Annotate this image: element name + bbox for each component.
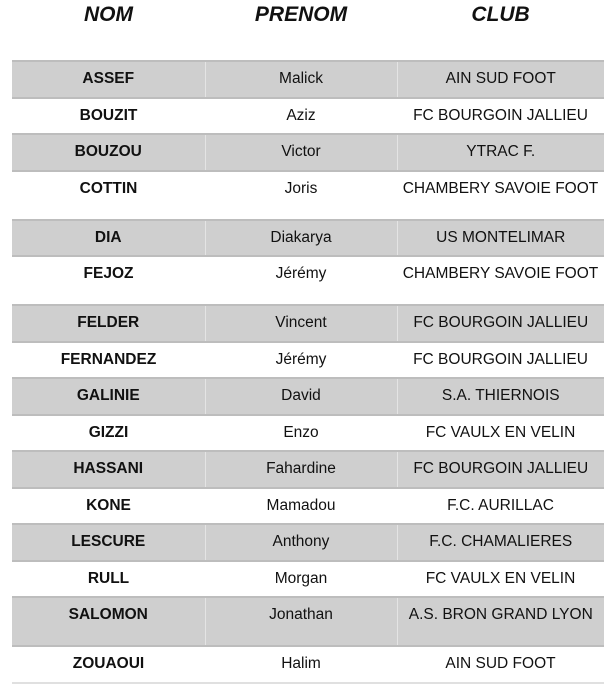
- club-cell: A.S. BRON GRAND LYON: [396, 596, 604, 646]
- table-row: GIZZI Enzo FC VAULX EN VELIN: [12, 413, 604, 451]
- table-row: RULL Morgan FC VAULX EN VELIN: [12, 559, 604, 597]
- nom-cell: HASSANI: [12, 450, 205, 488]
- header-club: CLUB: [471, 3, 530, 26]
- club-cell: FC BOURGOIN JALLIEU: [396, 450, 604, 488]
- club-cell: FC BOURGOIN JALLIEU: [397, 96, 604, 134]
- header-nom: NOM: [84, 3, 133, 26]
- table-row: DIA Diakarya US MONTELIMAR: [12, 218, 604, 256]
- club-cell: FC VAULX EN VELIN: [397, 559, 604, 597]
- prenom-cell: Diakarya: [204, 218, 397, 256]
- club-cell: FC BOURGOIN JALLIEU: [397, 340, 604, 378]
- prenom-cell: Vincent: [204, 304, 397, 342]
- nom-cell: BOUZIT: [12, 96, 205, 134]
- table-row: ZOUAOUI Halim AIN SUD FOOT: [12, 645, 604, 684]
- nom-cell: ZOUAOUI: [12, 645, 205, 684]
- nom-cell: COTTIN: [12, 169, 205, 220]
- nom-cell: GALINIE: [12, 377, 205, 415]
- prenom-cell: Enzo: [205, 413, 397, 451]
- prenom-cell: Fahardine: [204, 450, 397, 488]
- prenom-cell: Jonathan: [204, 596, 397, 646]
- table-row: GALINIE David S.A. THIERNOIS: [12, 377, 604, 415]
- club-cell: F.C. AURILLAC: [397, 486, 604, 524]
- header-prenom: PRENOM: [254, 3, 348, 26]
- nom-cell: LESCURE: [12, 523, 205, 561]
- nom-cell: GIZZI: [12, 413, 205, 451]
- table-row: FEJOZ Jérémy CHAMBERY SAVOIE FOOT: [12, 255, 604, 305]
- club-cell: AIN SUD FOOT: [396, 60, 604, 98]
- table-row: LESCURE Anthony F.C. CHAMALIERES: [12, 523, 604, 561]
- prenom-cell: Anthony: [204, 523, 397, 561]
- prenom-cell: Joris: [205, 169, 397, 220]
- nom-cell: ASSEF: [12, 60, 205, 98]
- nom-cell: FEJOZ: [12, 255, 205, 305]
- table-row: BOUZIT Aziz FC BOURGOIN JALLIEU: [12, 96, 604, 134]
- club-cell: CHAMBERY SAVOIE FOOT: [397, 169, 604, 220]
- club-cell: F.C. CHAMALIERES: [396, 523, 604, 561]
- nom-cell: KONE: [12, 486, 205, 524]
- club-cell: S.A. THIERNOIS: [396, 377, 604, 415]
- club-cell: FC VAULX EN VELIN: [397, 413, 604, 451]
- prenom-cell: Jérémy: [205, 340, 397, 378]
- table-row: BOUZOU Victor YTRAC F.: [12, 133, 604, 171]
- table-header: NOM PRENOM CLUB: [12, 0, 604, 32]
- nom-cell: FERNANDEZ: [12, 340, 205, 378]
- prenom-cell: Malick: [204, 60, 397, 98]
- table-row: KONE Mamadou F.C. AURILLAC: [12, 486, 604, 524]
- prenom-cell: Aziz: [205, 96, 397, 134]
- table-row: FERNANDEZ Jérémy FC BOURGOIN JALLIEU: [12, 340, 604, 378]
- nom-cell: SALOMON: [12, 596, 205, 646]
- nom-cell: DIA: [12, 218, 205, 256]
- table-row: COTTIN Joris CHAMBERY SAVOIE FOOT: [12, 169, 604, 220]
- prenom-cell: Victor: [204, 133, 397, 171]
- players-table: ASSEF Malick AIN SUD FOOT BOUZIT Aziz FC BOUR…: [12, 60, 604, 684]
- nom-cell: RULL: [12, 559, 205, 597]
- nom-cell: BOUZOU: [12, 133, 205, 171]
- table-row: HASSANI Fahardine FC BOURGOIN JALLIEU: [12, 450, 604, 488]
- prenom-cell: David: [204, 377, 397, 415]
- club-cell: AIN SUD FOOT: [397, 645, 604, 684]
- prenom-cell: Morgan: [205, 559, 397, 597]
- club-cell: FC BOURGOIN JALLIEU: [396, 304, 604, 342]
- club-cell: CHAMBERY SAVOIE FOOT: [397, 255, 604, 305]
- table-row: FELDER Vincent FC BOURGOIN JALLIEU: [12, 304, 604, 342]
- nom-cell: FELDER: [12, 304, 205, 342]
- prenom-cell: Halim: [205, 645, 397, 684]
- club-cell: YTRAC F.: [396, 133, 604, 171]
- club-cell: US MONTELIMAR: [396, 218, 604, 256]
- table-row: ASSEF Malick AIN SUD FOOT: [12, 60, 604, 98]
- table-row: SALOMON Jonathan A.S. BRON GRAND LYON: [12, 596, 604, 646]
- prenom-cell: Mamadou: [205, 486, 397, 524]
- prenom-cell: Jérémy: [205, 255, 397, 305]
